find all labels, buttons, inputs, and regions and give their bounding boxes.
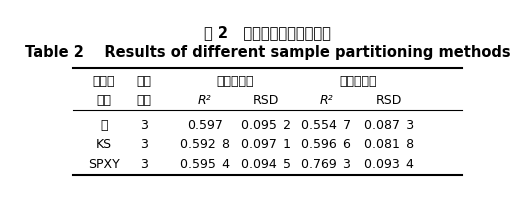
Text: 表 2   不同样本划分方式结果: 表 2 不同样本划分方式结果	[204, 25, 331, 40]
Text: 方法: 方法	[96, 93, 111, 106]
Text: 0.597: 0.597	[187, 118, 223, 131]
Text: 0.095 2: 0.095 2	[241, 118, 291, 131]
Text: Table 2    Results of different sample partitioning methods: Table 2 Results of different sample part…	[25, 45, 511, 60]
Text: 3: 3	[140, 138, 148, 150]
Text: 预测集结果: 预测集结果	[339, 75, 376, 87]
Text: 0.596 6: 0.596 6	[301, 138, 351, 150]
Text: 3: 3	[140, 118, 148, 131]
Text: SPXY: SPXY	[88, 157, 120, 170]
Text: 0.592 8: 0.592 8	[180, 138, 230, 150]
Text: 3: 3	[140, 157, 148, 170]
Text: 主成: 主成	[137, 75, 151, 87]
Text: 0.554 7: 0.554 7	[301, 118, 351, 131]
Text: 分数: 分数	[137, 93, 151, 106]
Text: 0.087 3: 0.087 3	[364, 118, 414, 131]
Text: KS: KS	[96, 138, 112, 150]
Text: 训练集结果: 训练集结果	[217, 75, 254, 87]
Text: 0.081 8: 0.081 8	[364, 138, 414, 150]
Text: 预处理: 预处理	[92, 75, 115, 87]
Text: RSD: RSD	[252, 93, 279, 106]
Text: 0.769 3: 0.769 3	[301, 157, 351, 170]
Text: 0.094 5: 0.094 5	[241, 157, 291, 170]
Text: 0.595 4: 0.595 4	[180, 157, 230, 170]
Text: 无: 无	[100, 118, 108, 131]
Text: R²: R²	[319, 93, 333, 106]
Text: 0.097 1: 0.097 1	[241, 138, 291, 150]
Text: 0.093 4: 0.093 4	[364, 157, 414, 170]
Text: RSD: RSD	[376, 93, 402, 106]
Text: R²: R²	[198, 93, 211, 106]
